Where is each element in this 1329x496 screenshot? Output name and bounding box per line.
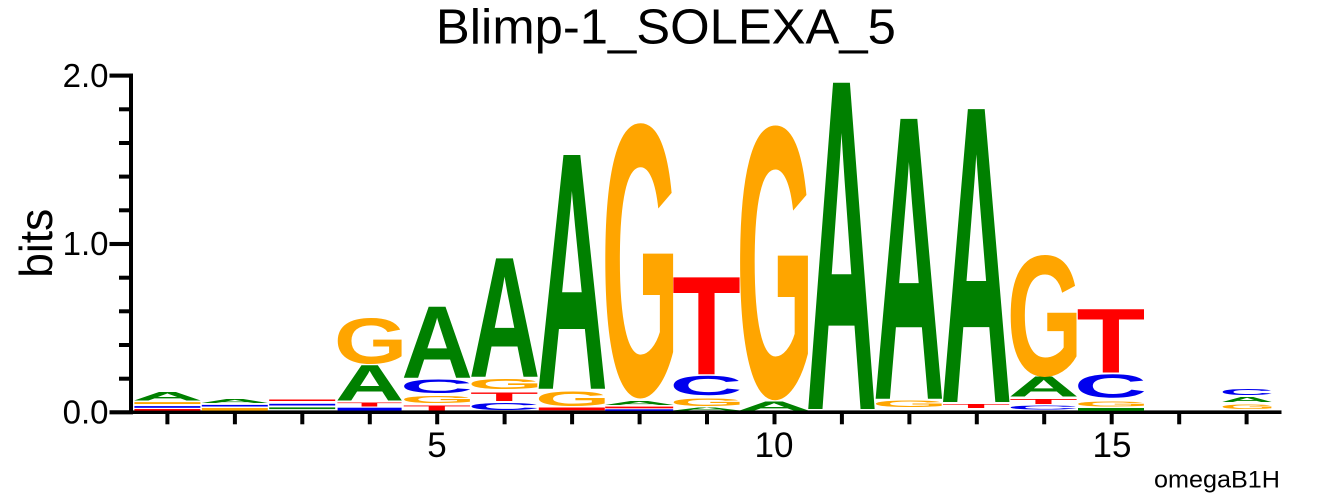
svg-text:G: G bbox=[535, 386, 611, 410]
svg-text:G: G bbox=[400, 394, 476, 406]
svg-text:T: T bbox=[403, 404, 472, 412]
svg-text:5: 5 bbox=[427, 426, 446, 465]
svg-text:15: 15 bbox=[1093, 426, 1132, 465]
svg-text:T: T bbox=[942, 403, 1011, 410]
svg-text:A: A bbox=[873, 30, 945, 485]
svg-text:omegaB1H: omegaB1H bbox=[1154, 467, 1280, 494]
svg-text:T: T bbox=[1009, 397, 1078, 405]
svg-text:G: G bbox=[670, 396, 746, 408]
svg-text:A: A bbox=[401, 286, 472, 400]
svg-text:A: A bbox=[199, 398, 271, 404]
svg-text:A: A bbox=[1221, 395, 1274, 403]
svg-text:G: G bbox=[601, 44, 679, 478]
svg-text:2.0: 2.0 bbox=[63, 57, 109, 94]
svg-text:A: A bbox=[941, 18, 1013, 493]
svg-text:G: G bbox=[468, 376, 544, 392]
svg-text:A: A bbox=[132, 389, 204, 403]
svg-text:10: 10 bbox=[755, 426, 794, 465]
svg-text:T: T bbox=[672, 248, 741, 405]
svg-text:C: C bbox=[1220, 388, 1274, 397]
svg-text:Blimp-1_SOLEXA_5: Blimp-1_SOLEXA_5 bbox=[436, 0, 896, 55]
svg-text:A: A bbox=[536, 82, 608, 462]
svg-text:G: G bbox=[1007, 219, 1083, 412]
svg-text:A: A bbox=[806, 0, 878, 496]
svg-text:G: G bbox=[872, 399, 948, 409]
svg-text:A: A bbox=[671, 406, 742, 411]
svg-text:0.0: 0.0 bbox=[63, 394, 109, 431]
svg-text:T: T bbox=[470, 390, 539, 404]
svg-text:C: C bbox=[400, 376, 473, 397]
svg-text:A: A bbox=[737, 399, 811, 413]
svg-text:C: C bbox=[670, 370, 743, 401]
svg-text:A: A bbox=[1008, 371, 1080, 403]
svg-text:T: T bbox=[1077, 290, 1146, 393]
svg-text:C: C bbox=[1074, 367, 1147, 404]
svg-text:A: A bbox=[335, 355, 404, 412]
svg-text:G: G bbox=[1074, 400, 1150, 408]
svg-text:G: G bbox=[1220, 403, 1276, 410]
svg-text:A: A bbox=[602, 400, 676, 406]
svg-text:bits: bits bbox=[10, 209, 62, 278]
svg-text:C: C bbox=[1007, 405, 1080, 411]
svg-text:T: T bbox=[336, 402, 403, 408]
svg-text:C: C bbox=[467, 401, 540, 412]
svg-text:1.0: 1.0 bbox=[63, 225, 109, 262]
svg-text:A: A bbox=[469, 221, 541, 413]
svg-text:G: G bbox=[334, 306, 408, 378]
svg-text:G: G bbox=[736, 46, 814, 480]
